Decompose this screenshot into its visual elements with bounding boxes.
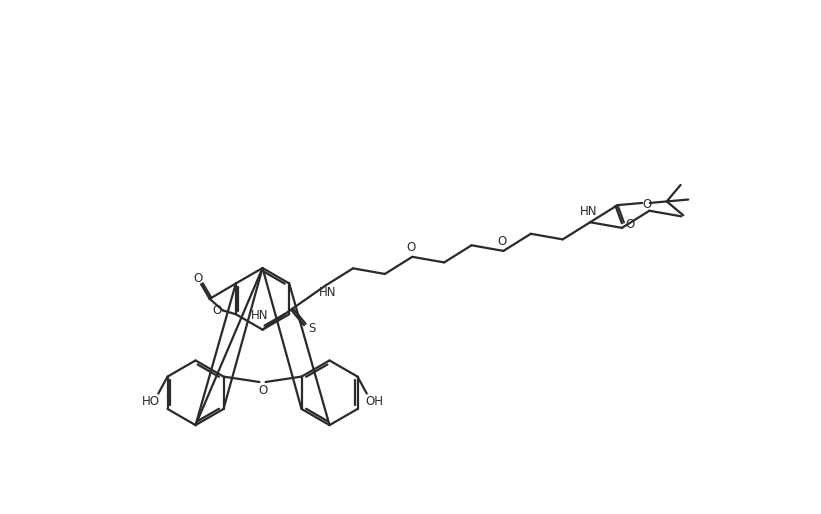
Text: O: O bbox=[642, 198, 651, 211]
Text: O: O bbox=[497, 235, 507, 248]
Text: HN: HN bbox=[319, 286, 336, 299]
Text: HO: HO bbox=[141, 395, 159, 408]
Text: O: O bbox=[212, 304, 221, 317]
Text: O: O bbox=[406, 241, 415, 254]
Text: O: O bbox=[193, 272, 203, 285]
Text: O: O bbox=[626, 217, 635, 230]
Text: HN: HN bbox=[251, 309, 268, 322]
Text: O: O bbox=[258, 384, 267, 397]
Text: HN: HN bbox=[580, 205, 598, 218]
Text: S: S bbox=[308, 322, 315, 335]
Text: OH: OH bbox=[365, 395, 383, 408]
